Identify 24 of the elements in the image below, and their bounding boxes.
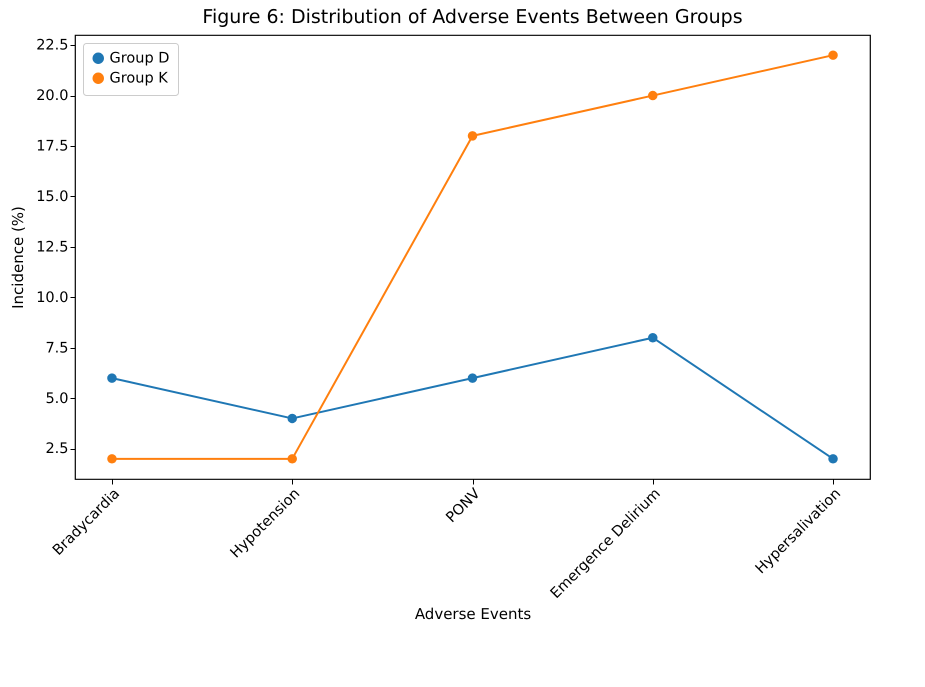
- y-tick-label: 20.0: [36, 88, 68, 104]
- point: [468, 131, 478, 141]
- legend-label: Group K: [110, 70, 168, 86]
- point: [468, 373, 478, 383]
- point: [107, 454, 117, 464]
- chart-title: Figure 6: Distribution of Adverse Events Between Groups: [202, 6, 743, 28]
- y-axis-title: Incidence (%): [9, 206, 28, 309]
- y-tick-label: 17.5: [36, 138, 68, 154]
- point: [828, 454, 838, 464]
- point: [828, 50, 838, 60]
- point: [648, 332, 658, 342]
- y-tick-label: 10.0: [36, 290, 68, 306]
- y-tick-label: 7.5: [45, 340, 68, 356]
- point: [107, 373, 117, 383]
- point: [287, 454, 297, 464]
- legend-label: Group D: [110, 50, 170, 66]
- y-tick-label: 22.5: [36, 38, 68, 54]
- y-tick-label: 12.5: [36, 239, 68, 256]
- y-tick-label: 5.0: [45, 390, 68, 407]
- y-tick-label: 2.5: [45, 441, 68, 458]
- point: [648, 90, 658, 100]
- y-tick-label: 15.0: [36, 188, 68, 205]
- point: [287, 414, 297, 424]
- x-axis-title: Adverse Events: [414, 604, 532, 623]
